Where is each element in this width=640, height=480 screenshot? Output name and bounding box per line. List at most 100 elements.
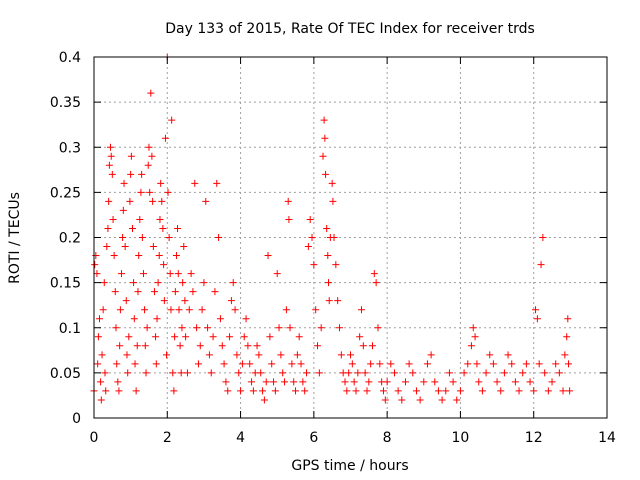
data-point bbox=[563, 333, 571, 341]
data-point bbox=[301, 387, 309, 395]
data-point bbox=[489, 360, 497, 368]
data-point bbox=[95, 315, 103, 323]
data-point bbox=[259, 387, 267, 395]
data-point bbox=[544, 387, 552, 395]
data-point bbox=[493, 378, 501, 386]
data-point bbox=[174, 224, 182, 232]
data-point bbox=[185, 306, 193, 314]
data-point bbox=[163, 351, 171, 359]
data-point bbox=[222, 378, 230, 386]
data-point bbox=[308, 234, 316, 241]
data-point bbox=[218, 342, 226, 350]
data-point bbox=[329, 197, 337, 205]
data-point bbox=[515, 387, 523, 395]
data-point bbox=[367, 360, 375, 368]
data-point bbox=[275, 324, 283, 332]
data-point bbox=[97, 378, 105, 386]
y-tick-label: 0 bbox=[72, 411, 81, 427]
data-point bbox=[464, 360, 472, 368]
data-point bbox=[155, 252, 163, 260]
data-point bbox=[284, 197, 292, 205]
data-point bbox=[125, 333, 133, 341]
data-point bbox=[412, 387, 420, 395]
data-point bbox=[179, 279, 187, 287]
data-point bbox=[319, 152, 327, 160]
data-point bbox=[104, 224, 112, 232]
data-point bbox=[409, 369, 417, 377]
axis-tick-labels: 0 2 4 6 8 10 12 14 0 0.05 0.1 0.15 0.2 0.25 0.3 0.35 0.4 bbox=[50, 50, 616, 446]
x-tick-label: 0 bbox=[90, 430, 99, 446]
data-point bbox=[482, 369, 490, 377]
data-point bbox=[445, 369, 453, 377]
data-point bbox=[202, 197, 210, 205]
data-point bbox=[286, 324, 294, 332]
data-point bbox=[99, 306, 107, 314]
data-point bbox=[178, 324, 186, 332]
data-point bbox=[126, 197, 134, 205]
data-point bbox=[264, 252, 272, 260]
data-point bbox=[161, 134, 169, 142]
x-tick-label: 4 bbox=[236, 430, 245, 446]
data-point bbox=[473, 360, 481, 368]
data-point bbox=[401, 378, 409, 386]
data-point bbox=[277, 351, 285, 359]
data-point bbox=[555, 369, 563, 377]
data-point bbox=[285, 215, 293, 223]
data-point bbox=[297, 360, 305, 368]
data-point bbox=[141, 342, 149, 350]
data-point bbox=[427, 351, 435, 359]
data-point bbox=[363, 387, 371, 395]
data-point bbox=[299, 378, 307, 386]
data-point bbox=[97, 396, 105, 404]
data-point bbox=[431, 378, 439, 386]
x-tick-label: 2 bbox=[163, 430, 172, 446]
data-point bbox=[143, 324, 151, 332]
data-point bbox=[122, 297, 130, 305]
data-point bbox=[171, 333, 179, 341]
data-point bbox=[196, 342, 204, 350]
y-tick-label: 0.4 bbox=[59, 50, 81, 66]
data-point bbox=[149, 243, 157, 251]
data-point bbox=[116, 342, 124, 350]
data-point bbox=[119, 206, 127, 214]
data-point bbox=[92, 252, 100, 260]
data-point bbox=[152, 333, 160, 341]
data-point bbox=[120, 179, 128, 187]
data-point bbox=[292, 387, 300, 395]
data-point bbox=[565, 360, 573, 368]
data-point bbox=[249, 387, 257, 395]
data-point bbox=[167, 306, 175, 314]
data-point bbox=[111, 288, 119, 296]
data-point bbox=[138, 234, 146, 241]
data-point bbox=[164, 188, 172, 196]
data-point bbox=[352, 387, 360, 395]
data-point bbox=[345, 369, 353, 377]
data-point bbox=[215, 234, 223, 241]
data-point bbox=[240, 333, 248, 341]
data-point bbox=[500, 369, 508, 377]
y-tick-label: 0.3 bbox=[59, 140, 81, 156]
y-tick-label: 0.1 bbox=[59, 321, 81, 337]
data-point bbox=[133, 342, 141, 350]
data-point bbox=[260, 396, 268, 404]
data-point bbox=[172, 252, 180, 260]
data-point bbox=[127, 170, 135, 178]
data-point bbox=[108, 170, 116, 178]
data-point bbox=[343, 387, 351, 395]
data-point bbox=[449, 378, 457, 386]
data-point bbox=[152, 360, 160, 368]
data-point bbox=[416, 396, 424, 404]
data-point bbox=[323, 224, 331, 232]
data-point bbox=[325, 279, 333, 287]
data-point bbox=[390, 369, 398, 377]
data-point bbox=[293, 351, 301, 359]
data-point bbox=[522, 360, 530, 368]
x-tick-label: 14 bbox=[598, 430, 616, 446]
data-point bbox=[235, 369, 243, 377]
data-point bbox=[94, 333, 102, 341]
data-point bbox=[168, 116, 176, 124]
data-point bbox=[374, 324, 382, 332]
data-point bbox=[566, 387, 574, 395]
data-point bbox=[271, 387, 279, 395]
